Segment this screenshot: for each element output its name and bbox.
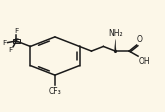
- Text: OH: OH: [139, 57, 150, 66]
- Text: F: F: [14, 28, 18, 34]
- Text: NH₂: NH₂: [108, 29, 123, 38]
- Text: CF₃: CF₃: [49, 87, 61, 96]
- Text: F: F: [9, 47, 13, 53]
- FancyBboxPatch shape: [13, 39, 20, 43]
- Text: O: O: [137, 35, 143, 44]
- Polygon shape: [115, 39, 116, 51]
- Text: F: F: [3, 40, 7, 46]
- Text: C: C: [14, 38, 19, 44]
